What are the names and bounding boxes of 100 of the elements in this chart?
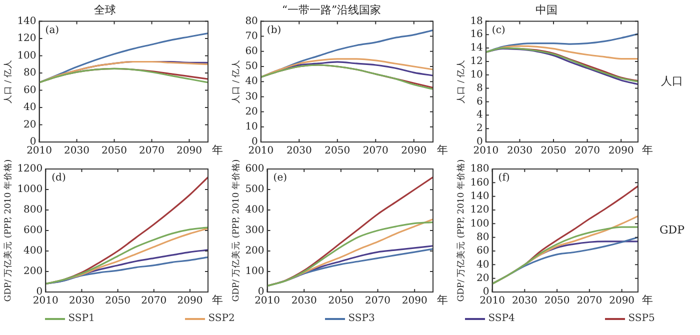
x-tick-label: 2090 — [401, 146, 427, 157]
x-tick-label: 2030 — [64, 146, 90, 157]
y-tick-label: 16 — [470, 29, 483, 40]
x-tick-label: 2090 — [402, 296, 428, 307]
y-tick-label: 1000 — [17, 184, 43, 196]
x-tick-label: 2010 — [254, 296, 280, 307]
y-tick-label: 20 — [476, 272, 490, 284]
y-tick-label: 500 — [245, 184, 264, 196]
legend-label: SSP2 — [208, 313, 235, 324]
y-tick-label: 20 — [245, 106, 258, 118]
text: 人口 — [661, 74, 683, 88]
y-tick-label: 60 — [476, 246, 490, 257]
y-axis-title: GDP/ 万亿美元 (PPP, 2010 年价格) — [455, 159, 466, 302]
chart-title: “一带一路”沿线国家 — [282, 3, 382, 16]
x-tick-label: 2010 — [473, 146, 499, 157]
x-tick-label: 2090 — [177, 296, 203, 307]
y-tick-label: 160 — [470, 177, 490, 188]
y-tick-label: 800 — [24, 204, 43, 216]
y-tick-label: 600 — [24, 225, 43, 236]
y-tick-label: 100 — [245, 266, 264, 278]
y-tick-label: 2 — [476, 123, 483, 134]
y-axis-title: 人口 / 亿人 — [230, 59, 242, 104]
x-tick-label: 2050 — [102, 146, 127, 157]
x-tick-label: 2030 — [512, 296, 538, 307]
line-series — [39, 60, 208, 84]
x-tick-label: 2070 — [574, 146, 600, 157]
y-tick-label: 80 — [245, 16, 258, 27]
y-tick-label: 20 — [24, 119, 36, 130]
y-tick-label: 4 — [476, 110, 483, 121]
x-tick-label: 2070 — [141, 296, 167, 307]
y-tick-label: 60 — [245, 46, 258, 57]
y-tick-label: 80 — [24, 68, 36, 79]
y-tick-label: 400 — [24, 246, 43, 257]
legend-label: SSP5 — [628, 313, 655, 324]
y-tick-label: 120 — [470, 204, 490, 216]
x-tick-label: 2050 — [540, 146, 566, 157]
x-tick-label: 2010 — [32, 296, 58, 307]
legend-label: SSP1 — [68, 313, 95, 324]
x-tick-label: 2090 — [176, 146, 202, 157]
y-axis-title: GDP/ 万亿美元 (PPP, 2010 年价格) — [230, 159, 242, 302]
x-tick-label: 2070 — [365, 296, 390, 307]
y-axis-title: 人口 / 亿人 — [2, 59, 14, 104]
x-axis-title: 年 — [212, 293, 223, 306]
y-axis-title: GDP/ 万亿美元 (PPP, 2010 年价格) — [2, 159, 14, 302]
y-tick-label: 40 — [476, 259, 490, 270]
legend-label: SSP4 — [488, 313, 515, 324]
line-series — [46, 256, 208, 285]
x-tick-label: 2010 — [26, 146, 52, 157]
legend-label: SSP3 — [348, 313, 375, 324]
y-tick-label: 80 — [476, 232, 490, 243]
x-tick-label: 2010 — [480, 296, 506, 307]
y-tick-label: 600 — [245, 164, 264, 175]
x-axis-title: 年 — [437, 293, 448, 306]
y-tick-label: 40 — [24, 102, 36, 114]
y-tick-label: 1200 — [17, 164, 43, 175]
x-axis-title: 年 — [642, 143, 653, 156]
y-tick-label: 12 — [470, 56, 483, 68]
y-tick-label: 14 — [470, 42, 483, 54]
annotation: (f) — [498, 172, 510, 184]
x-tick-label: 2030 — [69, 296, 94, 307]
y-tick-label: 120 — [17, 33, 36, 44]
x-tick-label: 2090 — [609, 296, 635, 307]
y-tick-label: 30 — [245, 91, 258, 102]
y-tick-label: 100 — [17, 50, 36, 62]
line-series — [39, 68, 208, 84]
chart-title: 全球 — [94, 3, 116, 16]
x-axis-title: 年 — [212, 143, 223, 156]
y-tick-label: 6 — [476, 96, 483, 108]
annotation: (d) — [52, 172, 66, 184]
y-tick-label: 70 — [245, 30, 258, 42]
y-tick-label: 140 — [470, 190, 490, 202]
x-tick-label: 2070 — [362, 146, 388, 157]
x-tick-label: 2010 — [248, 146, 274, 157]
chart-title: 中国 — [536, 3, 558, 16]
x-tick-label: 2030 — [291, 296, 317, 307]
y-tick-label: 10 — [470, 69, 483, 80]
annotation: (e) — [273, 172, 288, 184]
annotation: (a) — [45, 24, 60, 36]
y-tick-label: 8 — [476, 82, 483, 94]
x-axis-title: 年 — [437, 143, 448, 156]
x-tick-label: 2050 — [328, 296, 354, 307]
x-tick-label: 2090 — [608, 146, 634, 157]
x-axis-title: 年 — [642, 293, 653, 306]
y-tick-label: 180 — [470, 164, 490, 175]
x-tick-label: 2030 — [286, 146, 312, 157]
y-tick-label: 400 — [245, 204, 264, 216]
y-tick-label: 50 — [245, 61, 258, 72]
x-tick-label: 2050 — [544, 296, 570, 307]
annotation: (b) — [266, 24, 282, 36]
x-tick-label: 2070 — [139, 146, 164, 157]
text: GDP — [659, 223, 686, 236]
y-tick-label: 18 — [470, 16, 483, 27]
annotation: (c) — [492, 24, 506, 36]
y-tick-label: 60 — [24, 84, 36, 96]
y-tick-label: 140 — [17, 16, 36, 27]
x-tick-label: 2050 — [105, 296, 131, 307]
y-axis-title: 人口 / 亿人 — [455, 59, 466, 104]
x-tick-label: 2070 — [576, 296, 602, 307]
y-tick-label: 10 — [245, 121, 258, 132]
x-tick-label: 2030 — [506, 146, 532, 157]
